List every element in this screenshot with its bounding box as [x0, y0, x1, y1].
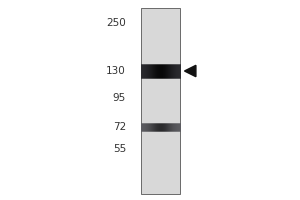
Text: 130: 130: [106, 66, 126, 76]
Polygon shape: [184, 65, 196, 77]
Bar: [141, 8, 180, 194]
Text: 72: 72: [113, 122, 126, 132]
Text: A2058: A2058: [144, 0, 177, 2]
Text: 95: 95: [113, 93, 126, 103]
Text: 55: 55: [113, 144, 126, 154]
Text: 250: 250: [106, 18, 126, 28]
